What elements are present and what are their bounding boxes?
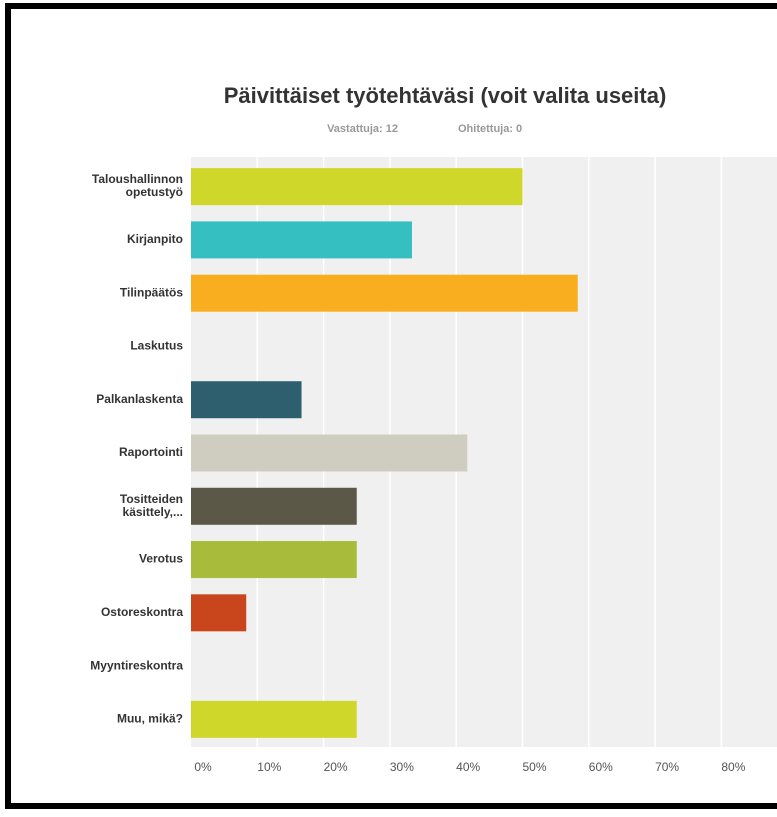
x-tick-label: 30% xyxy=(390,760,414,774)
y-tick-label: Laskutus xyxy=(130,339,183,353)
bar xyxy=(191,168,523,206)
x-tick-label: 80% xyxy=(721,760,745,774)
y-tick-label: Tositteiden käsittely,... xyxy=(120,492,183,519)
bar xyxy=(191,274,578,312)
chart-title: Päivittäiset työtehtäväsi (voit valita u… xyxy=(224,83,667,108)
y-tick-label: Muu, mikä? xyxy=(117,712,183,726)
x-tick-label: 20% xyxy=(324,760,348,774)
subtitle-skipped: Ohitettuja: 0 xyxy=(458,123,522,135)
bar xyxy=(191,221,412,259)
x-tick-label: 60% xyxy=(589,760,613,774)
x-tick-label: 50% xyxy=(522,760,546,774)
bar xyxy=(191,594,247,632)
y-tick-label: Myyntireskontra xyxy=(90,658,183,672)
bar xyxy=(191,541,357,579)
bar xyxy=(191,381,302,419)
y-tick-label: Verotus xyxy=(139,552,183,566)
x-tick-label: 70% xyxy=(655,760,679,774)
x-tick-label: 10% xyxy=(257,760,281,774)
subtitle-answered: Vastattuja: 12 xyxy=(327,123,398,135)
x-tick-label: 0% xyxy=(194,760,212,774)
bar xyxy=(191,487,357,525)
y-tick-label: Taloushallinnon opetustyö xyxy=(92,172,183,199)
bar xyxy=(191,434,468,472)
y-tick-label: Palkanlaskenta xyxy=(96,392,183,406)
y-tick-label: Kirjanpito xyxy=(127,232,183,246)
plot: 0% 10% 20% 30% 40% 50% 60% 70% 80% Taloushallinno… xyxy=(90,157,746,774)
bar xyxy=(191,700,357,738)
x-tick-label: 40% xyxy=(456,760,480,774)
y-tick-label: Ostoreskontra xyxy=(101,605,183,619)
y-tick-label: Tilinpäätös xyxy=(120,285,183,299)
y-tick-label: Raportointi xyxy=(119,445,183,459)
